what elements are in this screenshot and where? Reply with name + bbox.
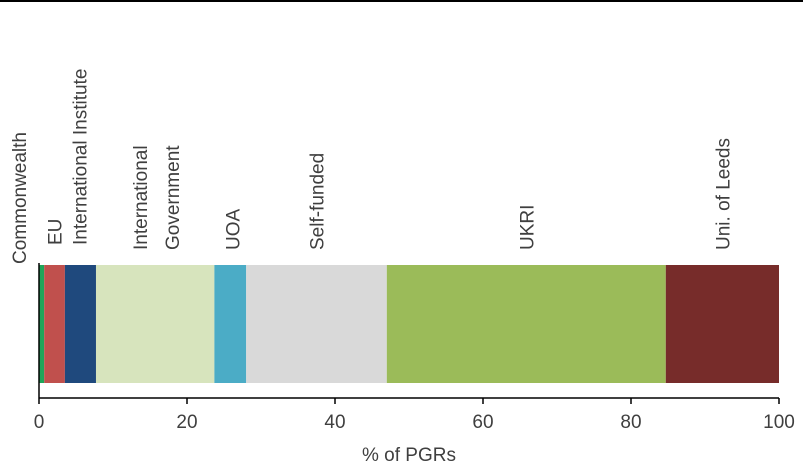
segment-label-4-line-2: Government [163,145,184,250]
bar-segment-3 [64,265,96,383]
x-axis-title: % of PGRs [362,445,456,466]
segment-label-4-line-1: International [131,145,152,250]
segment-label-3: International Institute [70,69,91,245]
x-tick-labels: 0 20 40 60 80 100 [34,412,795,433]
segment-label-2: EU [46,219,67,245]
bar-segment-6 [246,265,387,383]
bar-segment-8 [665,265,779,383]
x-tick-label: 40 [324,412,345,433]
bar-segment-2 [44,265,65,383]
bar-segments [39,265,779,383]
axes [38,263,780,404]
segment-label-6: Self-funded [308,153,329,250]
x-tick-label: 60 [472,412,493,433]
segment-label-7: UKRI [517,205,538,250]
x-tick-label: 80 [620,412,641,433]
segment-label-1: Commonwealth [10,132,31,264]
segment-label-5: UOA [223,209,244,251]
bar-segment-7 [386,265,666,383]
top-border [0,0,803,2]
bar-segment-5 [214,265,247,383]
bar-segment-1 [39,265,45,383]
x-tick-label: 20 [176,412,197,433]
x-tick-label: 0 [34,412,45,433]
segment-labels: Commonwealth EU International Institute Int… [10,69,734,264]
x-tick-label: 100 [763,412,795,433]
bar-segment-4 [95,265,215,383]
segment-label-8: Uni. of Leeds [713,138,734,250]
